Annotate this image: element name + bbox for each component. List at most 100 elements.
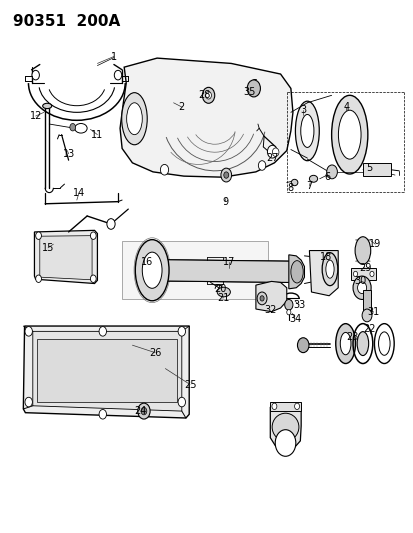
Text: 90351  200A: 90351 200A [13,14,120,29]
Circle shape [36,232,41,239]
Circle shape [353,276,371,300]
Circle shape [247,80,261,97]
Text: 28: 28 [198,90,211,100]
Text: 16: 16 [141,257,153,267]
Circle shape [294,403,299,409]
Bar [363,290,371,314]
Circle shape [297,338,309,353]
Ellipse shape [355,237,371,264]
Bar [363,164,391,176]
Circle shape [268,146,277,158]
Ellipse shape [217,287,230,297]
Circle shape [259,161,266,170]
Polygon shape [122,241,268,300]
Circle shape [358,282,367,294]
Ellipse shape [338,110,361,159]
Circle shape [257,292,267,305]
Circle shape [178,327,185,336]
Text: 26: 26 [149,348,161,358]
Polygon shape [270,403,301,450]
Text: 15: 15 [42,243,54,253]
Text: 33: 33 [293,300,305,310]
Ellipse shape [309,175,318,182]
Text: 34: 34 [289,313,301,324]
Text: 24: 24 [135,406,147,416]
Text: 1: 1 [111,52,117,61]
Ellipse shape [295,101,319,161]
Text: 35: 35 [244,87,256,97]
Text: 25: 25 [184,379,196,390]
Ellipse shape [322,253,338,286]
Circle shape [107,219,115,229]
Ellipse shape [272,413,299,441]
Circle shape [362,309,372,322]
Polygon shape [152,260,289,282]
Circle shape [99,409,107,419]
Circle shape [221,168,232,182]
Text: 30: 30 [355,277,367,286]
Circle shape [138,403,150,419]
Polygon shape [23,326,189,418]
Ellipse shape [291,261,303,283]
Ellipse shape [127,103,142,135]
Text: 13: 13 [62,149,75,159]
Circle shape [70,124,76,131]
Circle shape [99,327,107,336]
Polygon shape [289,255,304,289]
Text: 18: 18 [320,252,332,262]
Text: 21: 21 [217,293,229,303]
Circle shape [32,70,39,80]
Polygon shape [40,236,92,280]
Circle shape [370,271,374,277]
Text: 4: 4 [343,102,349,112]
Bar [270,401,301,411]
Ellipse shape [357,332,369,356]
Circle shape [272,403,277,409]
Ellipse shape [340,333,351,355]
Circle shape [90,232,96,239]
Ellipse shape [75,124,87,133]
Text: 2: 2 [179,102,185,112]
Text: 29: 29 [359,263,371,272]
Circle shape [178,397,185,407]
Ellipse shape [135,240,169,301]
Polygon shape [34,230,97,284]
Ellipse shape [291,179,298,185]
Circle shape [260,296,264,301]
Polygon shape [120,58,293,177]
Text: 7: 7 [306,181,313,191]
Ellipse shape [142,252,162,288]
Circle shape [36,275,41,282]
Circle shape [160,165,169,175]
Circle shape [272,148,279,157]
Circle shape [114,70,122,80]
Ellipse shape [122,93,147,145]
Ellipse shape [326,260,334,278]
Circle shape [25,397,32,407]
Text: 11: 11 [91,130,104,140]
Ellipse shape [336,324,356,364]
Text: 8: 8 [288,183,294,193]
Text: 22: 22 [363,324,375,334]
Polygon shape [256,281,287,312]
Text: 19: 19 [369,239,381,249]
Polygon shape [33,332,182,411]
Text: 17: 17 [223,257,235,267]
Bar [351,268,376,280]
Text: 14: 14 [73,188,85,198]
Circle shape [141,407,147,415]
Text: 6: 6 [325,172,331,182]
Polygon shape [309,251,338,296]
Bar [37,340,177,402]
Circle shape [327,165,337,179]
Circle shape [354,271,358,277]
Ellipse shape [43,103,52,109]
Circle shape [224,172,229,178]
Circle shape [90,275,96,282]
Text: 32: 32 [264,305,276,315]
Text: 5: 5 [366,163,372,173]
Circle shape [275,430,296,456]
Circle shape [206,92,211,99]
Text: 9: 9 [222,197,228,207]
Text: 12: 12 [29,111,42,121]
